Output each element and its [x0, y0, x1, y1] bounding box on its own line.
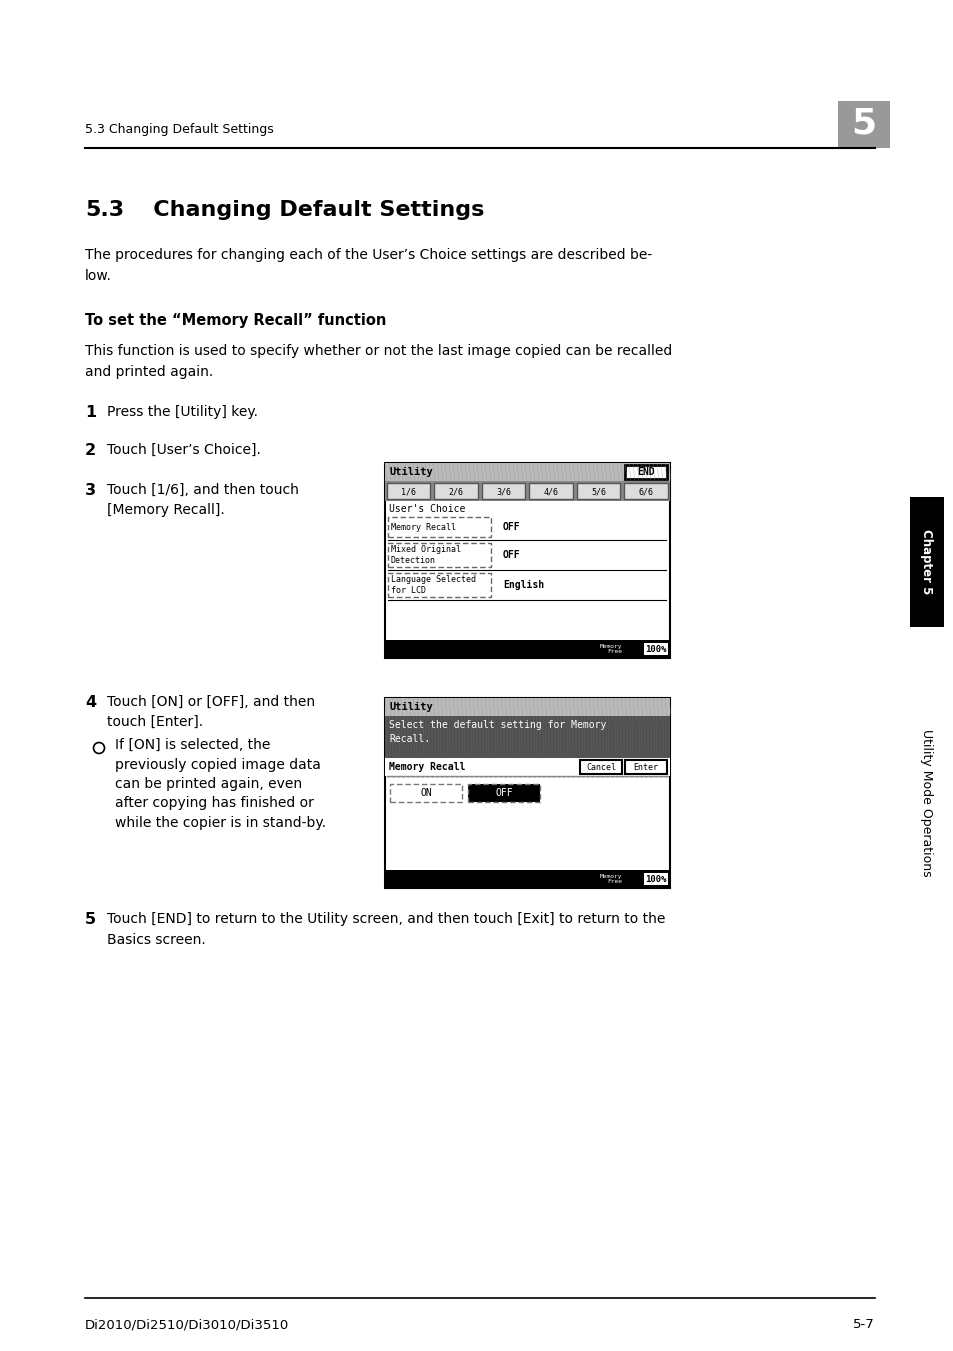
Bar	[385, 870, 669, 888]
Text: Language Selected
for LCD: Language Selected for LCD	[391, 574, 476, 596]
Text: 2/6: 2/6	[448, 488, 463, 497]
Text: 3: 3	[85, 484, 96, 499]
Text: Memory Recall: Memory Recall	[391, 523, 456, 531]
Bar	[385, 481, 669, 501]
Bar	[624, 761, 666, 774]
Text: 5.3: 5.3	[85, 200, 124, 220]
Text: Utility: Utility	[390, 467, 434, 477]
Circle shape	[93, 743, 105, 754]
Text: Touch [ON] or [OFF], and then: Touch [ON] or [OFF], and then	[107, 694, 314, 709]
Text: 4: 4	[85, 694, 96, 711]
Text: 5/6: 5/6	[591, 488, 605, 497]
Bar	[385, 698, 669, 716]
Text: 1/6: 1/6	[401, 488, 416, 497]
Text: 100%: 100%	[645, 874, 666, 884]
Text: Press the [Utility] key.: Press the [Utility] key.	[107, 405, 257, 419]
Text: If [ON] is selected, the: If [ON] is selected, the	[115, 738, 270, 753]
Text: 4/6: 4/6	[543, 488, 558, 497]
Bar	[577, 484, 619, 499]
Text: 2: 2	[85, 443, 96, 458]
Bar	[468, 784, 539, 802]
Text: 6/6: 6/6	[639, 488, 653, 497]
Text: Utility Mode Operations: Utility Mode Operations	[920, 730, 933, 877]
Text: Select the default setting for Memory
Recall.: Select the default setting for Memory Re…	[389, 720, 606, 744]
Text: 5: 5	[85, 912, 96, 927]
Bar	[481, 484, 525, 499]
Text: 5.3 Changing Default Settings: 5.3 Changing Default Settings	[85, 123, 274, 136]
Text: OFF: OFF	[502, 550, 520, 561]
Bar	[388, 517, 491, 536]
Bar	[388, 543, 491, 567]
Bar	[388, 573, 491, 597]
Text: Di2010/Di2510/Di3010/Di3510: Di2010/Di2510/Di3010/Di3510	[85, 1319, 289, 1331]
Text: Touch [END] to return to the Utility screen, and then touch [Exit] to return to : Touch [END] to return to the Utility scr…	[107, 912, 664, 947]
Bar	[390, 784, 461, 802]
Bar	[385, 640, 669, 658]
Text: To set the “Memory Recall” function: To set the “Memory Recall” function	[85, 313, 386, 328]
Text: Utility: Utility	[390, 703, 434, 712]
Bar	[468, 784, 539, 802]
Text: 5-7: 5-7	[852, 1319, 874, 1331]
Bar	[385, 698, 669, 888]
Text: This function is used to specify whether or not the last image copied can be rec: This function is used to specify whether…	[85, 345, 672, 380]
Text: OFF: OFF	[495, 788, 513, 798]
Bar	[385, 463, 669, 481]
Text: after copying has finished or: after copying has finished or	[115, 797, 314, 811]
Text: Memory Recall: Memory Recall	[389, 762, 465, 771]
Text: can be printed again, even: can be printed again, even	[115, 777, 302, 790]
Bar	[909, 497, 943, 627]
Text: Chapter 5: Chapter 5	[920, 530, 933, 594]
Bar	[385, 463, 669, 658]
Text: Changing Default Settings: Changing Default Settings	[130, 200, 484, 220]
Text: Touch [User’s Choice].: Touch [User’s Choice].	[107, 443, 260, 457]
Text: 5: 5	[850, 107, 876, 141]
Bar	[579, 761, 621, 774]
Bar	[387, 484, 430, 499]
Text: The procedures for changing each of the User’s Choice settings are described be-: The procedures for changing each of the …	[85, 249, 652, 284]
Bar	[385, 716, 669, 758]
Text: Memory
Free: Memory Free	[598, 874, 621, 885]
Bar	[837, 101, 889, 149]
Text: [Memory Recall].: [Memory Recall].	[107, 503, 225, 517]
Text: Memory
Free: Memory Free	[598, 643, 621, 654]
Text: touch [Enter].: touch [Enter].	[107, 715, 203, 730]
Bar	[434, 484, 477, 499]
Text: OFF: OFF	[502, 521, 520, 532]
Text: User's Choice: User's Choice	[389, 504, 465, 513]
Text: Enter: Enter	[633, 762, 658, 771]
Text: ON: ON	[419, 788, 432, 798]
Text: English: English	[502, 580, 543, 590]
Bar	[529, 484, 573, 499]
Text: previously copied image data: previously copied image data	[115, 758, 320, 771]
Text: 100%: 100%	[645, 644, 666, 654]
Bar	[624, 465, 666, 480]
Bar	[385, 758, 669, 775]
Text: Touch [1/6], and then touch: Touch [1/6], and then touch	[107, 484, 298, 497]
Text: 1: 1	[85, 405, 96, 420]
Bar	[624, 484, 667, 499]
Text: 3/6: 3/6	[496, 488, 511, 497]
Text: Mixed Original
Detection: Mixed Original Detection	[391, 544, 460, 566]
Text: END: END	[637, 467, 654, 477]
Text: Cancel: Cancel	[585, 762, 616, 771]
Text: while the copier is in stand-by.: while the copier is in stand-by.	[115, 816, 326, 830]
